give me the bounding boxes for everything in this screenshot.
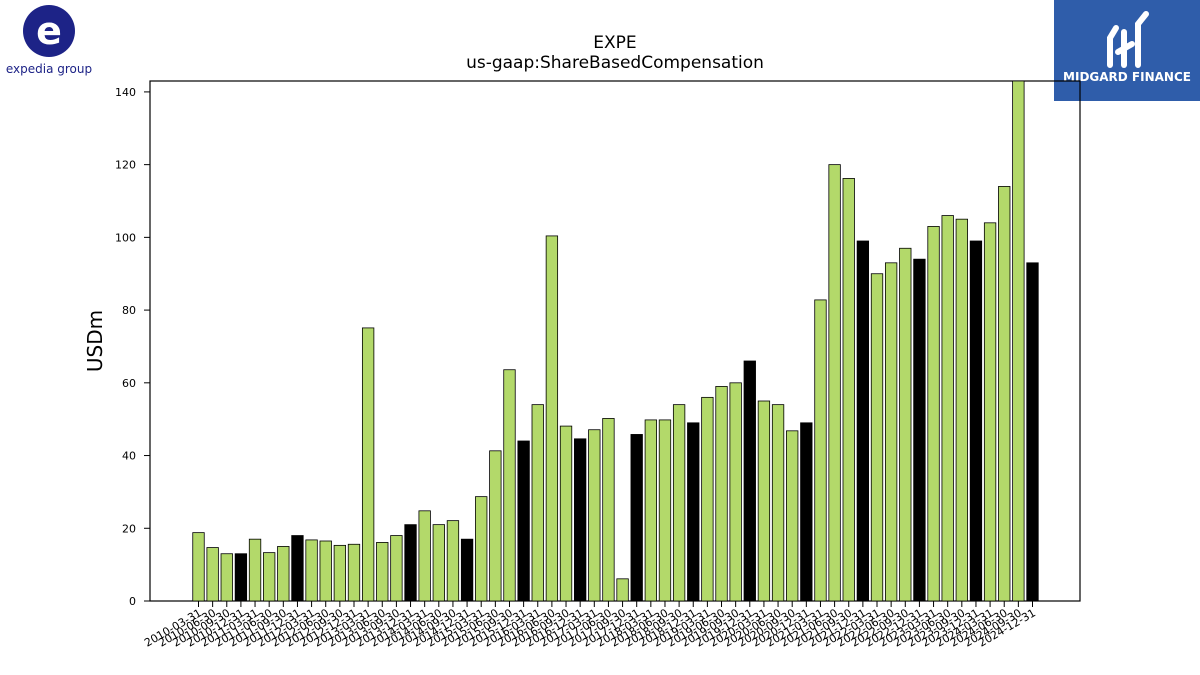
- bar-2010-12-31: [234, 553, 248, 602]
- bar-2013-12-31: [404, 524, 417, 602]
- midgard-logo-wordmark: MIDGARD FINANCE: [1063, 70, 1191, 84]
- bar-2015-09-30: [503, 369, 516, 602]
- bar-2011-03-31: [248, 538, 262, 602]
- bar-2021-06-30: [828, 164, 841, 602]
- bar-2022-06-30: [884, 262, 898, 602]
- bar-2012-03-31: [305, 539, 318, 602]
- expedia-logo-circle: [23, 5, 75, 57]
- bar-2013-09-30: [390, 535, 403, 602]
- bar-2014-03-31: [418, 510, 431, 602]
- bar-2016-03-31: [531, 404, 544, 602]
- bar-2015-12-31: [517, 440, 530, 602]
- bar-2019-03-31: [701, 396, 714, 602]
- x-axis: 2010-03-312010-06-302010-09-302010-12-31…: [142, 601, 1038, 650]
- y-tick-label: 40: [122, 450, 136, 463]
- bar-2017-03-31: [588, 429, 601, 602]
- bar-2014-09-30: [446, 520, 460, 602]
- bar-2024-03-31: [983, 222, 997, 602]
- plot-frame: [149, 80, 1081, 602]
- bar-2011-12-31: [291, 535, 304, 602]
- bar-2020-12-31: [800, 422, 813, 602]
- bar-2010-06-30: [206, 547, 219, 602]
- expedia-logo-letter: e: [36, 9, 62, 53]
- bar-2024-09-30: [1012, 80, 1025, 602]
- y-tick-label: 140: [115, 86, 136, 99]
- bar-2011-09-30: [277, 546, 290, 602]
- bar-2024-06-30: [998, 186, 1011, 602]
- chart-title: EXPE: [593, 33, 636, 53]
- bar-2023-06-30: [941, 215, 954, 602]
- bar-2010-09-30: [220, 553, 233, 602]
- midgard-finance-logo: MIDGARD FINANCE: [1054, 0, 1200, 101]
- chart-subtitle: us-gaap:ShareBasedCompensation: [466, 53, 764, 73]
- bar-2015-03-31: [475, 496, 488, 602]
- bar-2012-12-31: [347, 543, 361, 602]
- y-tick-label: 120: [115, 159, 136, 172]
- bar-2011-06-30: [263, 552, 276, 602]
- bar-2016-09-30: [559, 425, 573, 602]
- bar-2013-03-31: [361, 327, 375, 602]
- bar-2018-06-30: [658, 419, 672, 602]
- bar-2018-03-31: [644, 419, 657, 602]
- bar-2022-12-31: [913, 258, 926, 602]
- bar-2010-03-31: [192, 532, 205, 602]
- expedia-group-logo: e expedia group: [0, 0, 100, 85]
- bar-2014-12-31: [460, 538, 474, 602]
- bar-2016-12-31: [574, 438, 587, 602]
- bar-2021-12-31: [856, 240, 870, 602]
- bar-2023-12-31: [969, 240, 983, 602]
- bar-2020-09-30: [786, 430, 799, 602]
- bar-2023-03-31: [927, 226, 940, 602]
- bar-2024-12-31: [1026, 262, 1039, 602]
- y-axis: 0 20 40 60 80 100 120 140: [115, 86, 150, 608]
- bar-2019-09-30: [729, 382, 742, 602]
- bar-2014-06-30: [432, 524, 445, 602]
- bar-2018-09-30: [672, 404, 686, 602]
- bar-2017-09-30: [616, 578, 629, 602]
- bar-2022-03-31: [870, 273, 884, 602]
- midgard-logo-mark: [1107, 11, 1149, 68]
- y-tick-label: 100: [115, 231, 136, 244]
- y-tick-label: 20: [122, 522, 136, 535]
- bar-2019-06-30: [715, 386, 728, 602]
- bar-2017-06-30: [602, 418, 615, 602]
- bar-2013-06-30: [376, 542, 389, 602]
- bar-2020-03-31: [757, 400, 771, 602]
- y-tick-label: 0: [129, 595, 136, 608]
- bar-2019-12-31: [743, 360, 756, 602]
- bar-2022-09-30: [899, 247, 912, 602]
- bar-2017-12-31: [630, 434, 643, 602]
- y-tick-label: 60: [122, 377, 136, 390]
- bar-2016-06-30: [545, 235, 559, 602]
- bar-2020-06-30: [771, 404, 785, 602]
- bar-2015-06-30: [489, 450, 502, 602]
- bar-2012-06-30: [319, 540, 332, 602]
- bar-2018-12-31: [687, 422, 700, 602]
- y-tick-label: 80: [122, 304, 136, 317]
- bar-2021-09-30: [842, 178, 855, 602]
- bar-2012-09-30: [333, 544, 347, 602]
- y-axis-label: USDm: [83, 310, 107, 372]
- expedia-logo-wordmark: expedia group: [6, 62, 92, 76]
- bar-series: [192, 80, 1039, 602]
- bar-2021-03-31: [814, 299, 827, 602]
- bar-2023-09-30: [955, 218, 968, 602]
